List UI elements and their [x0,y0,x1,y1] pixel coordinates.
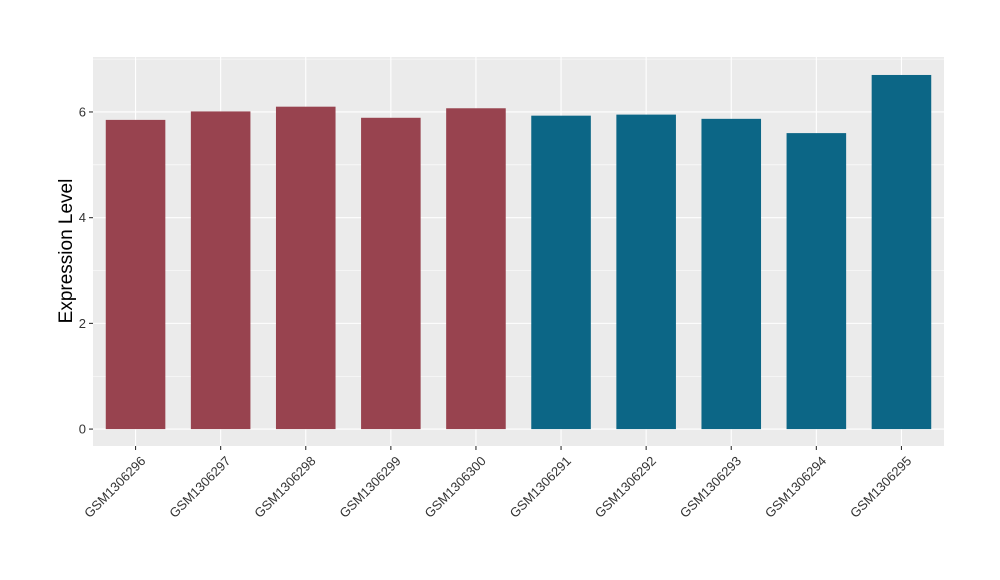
bar-GSM1306298 [275,106,336,430]
x-tick-label: GSM1306293 [677,453,744,520]
y-tick-label: 2 [79,316,86,331]
bar-GSM1306297 [190,111,251,430]
bar-GSM1306295 [871,74,932,430]
x-tick-label: GSM1306299 [336,453,403,520]
y-tick-label: 0 [79,422,86,437]
bar-GSM1306299 [361,117,421,430]
x-tick-label: GSM1306300 [422,453,489,520]
bar-GSM1306292 [616,114,676,430]
x-tick-label: GSM1306295 [847,453,914,520]
x-tick-label: GSM1306292 [592,453,659,520]
x-tick-label: GSM1306291 [507,453,574,520]
x-tick-label: GSM1306297 [166,453,233,520]
x-axis: GSM1306296 GSM1306297 GSM1306298 GSM1306299… [81,446,914,521]
bar-GSM1306291 [531,115,591,430]
bar-GSM1306300 [446,108,506,430]
y-axis-title: Expression Level [56,179,77,324]
x-tick-label: GSM1306296 [81,453,148,520]
y-tick-label: 6 [79,104,86,119]
y-tick-label: 4 [79,210,86,225]
y-axis: 0 2 4 6 [79,104,93,437]
bars [105,74,932,430]
bar-GSM1306294 [786,133,847,430]
bar-GSM1306296 [105,119,166,430]
x-tick-label: GSM1306298 [251,453,318,520]
bar-GSM1306293 [701,118,762,430]
x-tick-label: GSM1306294 [762,453,829,520]
